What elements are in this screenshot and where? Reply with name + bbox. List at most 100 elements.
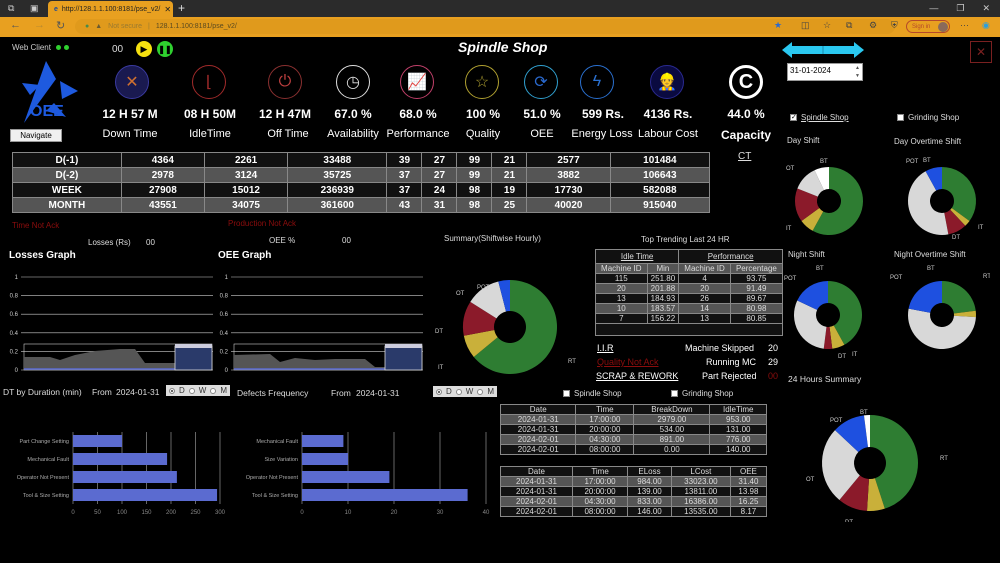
svg-text:IT: IT (786, 226, 792, 232)
iir-link[interactable]: I.I.R (597, 343, 614, 353)
close-tab-icon[interactable]: ✕ (164, 4, 172, 14)
radio-w[interactable] (455, 388, 462, 395)
table-row: 2024-02-01 04:30:00 891.00 776.00 (499, 434, 767, 445)
svg-text:0.6: 0.6 (10, 312, 19, 318)
table-row: D(-1) 4364 2261 33488 39 27 99 21 2577 101484 (12, 152, 711, 168)
url-input[interactable]: ● ▲ Not secure | 128.1.1.100:8181/pse_v2… (75, 19, 895, 34)
svg-text:0.8: 0.8 (220, 294, 229, 300)
favorite-star-icon[interactable]: ★ (774, 20, 783, 30)
table-row: 20 201.88 20 91.49 (595, 283, 784, 294)
24h-summary-pie: BTPOTOTDTITRT (790, 382, 950, 528)
web-client-status: Web Client (12, 43, 70, 52)
part-rejected-label: Part Rejected (702, 371, 757, 381)
reload-icon[interactable]: ↻ (56, 20, 66, 32)
svg-text:0.4: 0.4 (10, 331, 19, 337)
browser-tab[interactable]: e http://128.1.1.100:8181/pse_v2/ ✕ (48, 1, 173, 17)
svg-text:0.2: 0.2 (10, 349, 19, 355)
status-dot (64, 45, 70, 50)
svg-text:RT: RT (568, 359, 576, 365)
power-icon: ⏻ (268, 65, 302, 99)
dt-period-radio[interactable]: D W M (166, 385, 231, 396)
spinner-down-icon[interactable]: ▼ (855, 73, 860, 79)
defects-from-date: 2024-01-31 (356, 388, 400, 398)
losses-value: 00 (146, 238, 155, 247)
svg-text:Tool & Size Setting: Tool & Size Setting (252, 493, 298, 499)
favorites-icon[interactable]: ☆ (823, 20, 832, 30)
day-ot-shift-pie: POT BT DT IT (890, 147, 990, 247)
production-not-ack-alert[interactable]: Production Not Ack (228, 219, 297, 228)
table-row: 7 156.22 13 80.85 (595, 313, 784, 324)
top-trending-table: Idle Time Performance Machine ID Min Machin… (594, 249, 784, 336)
defects-period-radio[interactable]: D W M (433, 386, 498, 397)
radio-m[interactable] (477, 388, 484, 395)
quality-not-ack-link[interactable]: Quality Not Ack (597, 357, 659, 367)
grinding-shop-checkbox[interactable]: Grinding Shop (671, 389, 733, 398)
svg-text:BT: BT (927, 266, 935, 272)
svg-text:150: 150 (141, 510, 152, 516)
radio-m[interactable] (210, 387, 217, 394)
play-button[interactable]: ▶ (136, 41, 152, 57)
extensions-icon[interactable]: ⚙ (869, 20, 878, 30)
table-row: 10 183.57 14 80.98 (595, 303, 784, 314)
spinner-up-icon[interactable]: ▲ (855, 65, 860, 71)
svg-text:30: 30 (437, 510, 444, 516)
more-icon[interactable]: ··· (960, 20, 969, 30)
copilot-icon[interactable]: ◉ (982, 20, 990, 30)
radio-d[interactable] (436, 388, 442, 395)
tab-actions-icon[interactable]: ▣ (30, 3, 39, 13)
running-mc-value: 29 (768, 357, 779, 367)
svg-text:1: 1 (225, 275, 229, 281)
day-shift-title: Day Shift (787, 136, 820, 145)
date-nav-arrows[interactable] (782, 42, 864, 58)
svg-text:DT: DT (435, 329, 443, 335)
svg-text:OT: OT (806, 477, 815, 483)
losses-graph-title: Losses Graph (9, 250, 76, 261)
svg-text:Size Variation: Size Variation (264, 457, 298, 463)
losses-label: Losses (Rs) (88, 238, 131, 247)
radio-d[interactable] (169, 387, 175, 394)
svg-text:Tool & Size Setting: Tool & Size Setting (23, 493, 69, 499)
svg-text:100: 100 (117, 510, 128, 516)
capacity-icon: C (729, 65, 763, 99)
minimize-icon[interactable]: — (929, 3, 939, 13)
oee-logo: OEE (16, 59, 80, 125)
idle-clock-icon: ⌊ (192, 65, 226, 99)
close-panel-button[interactable]: ✕ (970, 41, 992, 63)
table-row: 13 184.93 26 89.67 (595, 293, 784, 304)
oee-graph: 1 0.8 0.6 0.4 0.2 0 (215, 269, 425, 381)
restore-icon[interactable]: ❐ (956, 3, 965, 13)
workspaces-icon[interactable]: ⧉ (8, 3, 15, 13)
radio-w[interactable] (188, 387, 195, 394)
svg-text:Mechanical Fault: Mechanical Fault (256, 439, 298, 445)
time-not-ack-alert[interactable]: Time Not Ack (12, 221, 60, 230)
running-mc-label: Running MC (706, 357, 757, 367)
date-picker[interactable]: 31-01-2024 ▲ ▼ (787, 63, 863, 81)
table-row: MONTH 43551 34075 361600 43 31 98 25 40020 915040 (12, 197, 711, 213)
defects-title: Defects Frequency (237, 388, 309, 398)
forward-icon[interactable]: → (34, 19, 45, 31)
navigate-button[interactable]: Navigate (10, 129, 62, 142)
security-label: Not secure (108, 23, 143, 30)
svg-text:Part Change Setting: Part Change Setting (19, 439, 69, 445)
spindle-shop-checkbox[interactable]: Spindle Shop (563, 389, 622, 398)
spindle-shop-checkbox-right[interactable]: Spindle Shop (790, 113, 849, 122)
scrap-rework-link[interactable]: SCRAP & REWORK (596, 371, 679, 381)
svg-text:OT: OT (786, 166, 795, 172)
tools-icon: ✕ (115, 65, 149, 99)
back-icon[interactable]: ← (10, 19, 21, 31)
close-window-icon[interactable]: ✕ (982, 3, 990, 13)
avatar (938, 21, 948, 32)
split-screen-icon[interactable]: ◫ (801, 20, 810, 30)
svg-text:Mechanical Fault: Mechanical Fault (27, 457, 69, 463)
svg-text:0: 0 (15, 368, 19, 374)
night-shift-pie: BT POT DT IT (782, 259, 882, 360)
svg-text:0.6: 0.6 (220, 312, 229, 318)
ct-link[interactable]: CT (738, 151, 752, 162)
grinding-shop-checkbox-right[interactable]: Grinding Shop (897, 113, 959, 122)
pause-button[interactable]: ❚❚ (157, 41, 173, 57)
collections-icon[interactable]: ⧉ (846, 20, 853, 30)
sign-in-button[interactable]: Sign in (906, 20, 950, 33)
oee-label: OEE % (269, 236, 296, 245)
new-tab-button[interactable]: + (178, 1, 186, 15)
security-icon[interactable]: ⛨ (891, 20, 898, 30)
